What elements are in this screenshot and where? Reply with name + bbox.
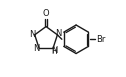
Text: O: O [43, 9, 49, 18]
Text: N: N [55, 29, 61, 38]
Text: N: N [29, 30, 36, 39]
Text: N: N [51, 46, 57, 55]
Text: Br: Br [96, 35, 105, 44]
Text: H: H [51, 47, 57, 56]
Text: N: N [34, 44, 40, 53]
